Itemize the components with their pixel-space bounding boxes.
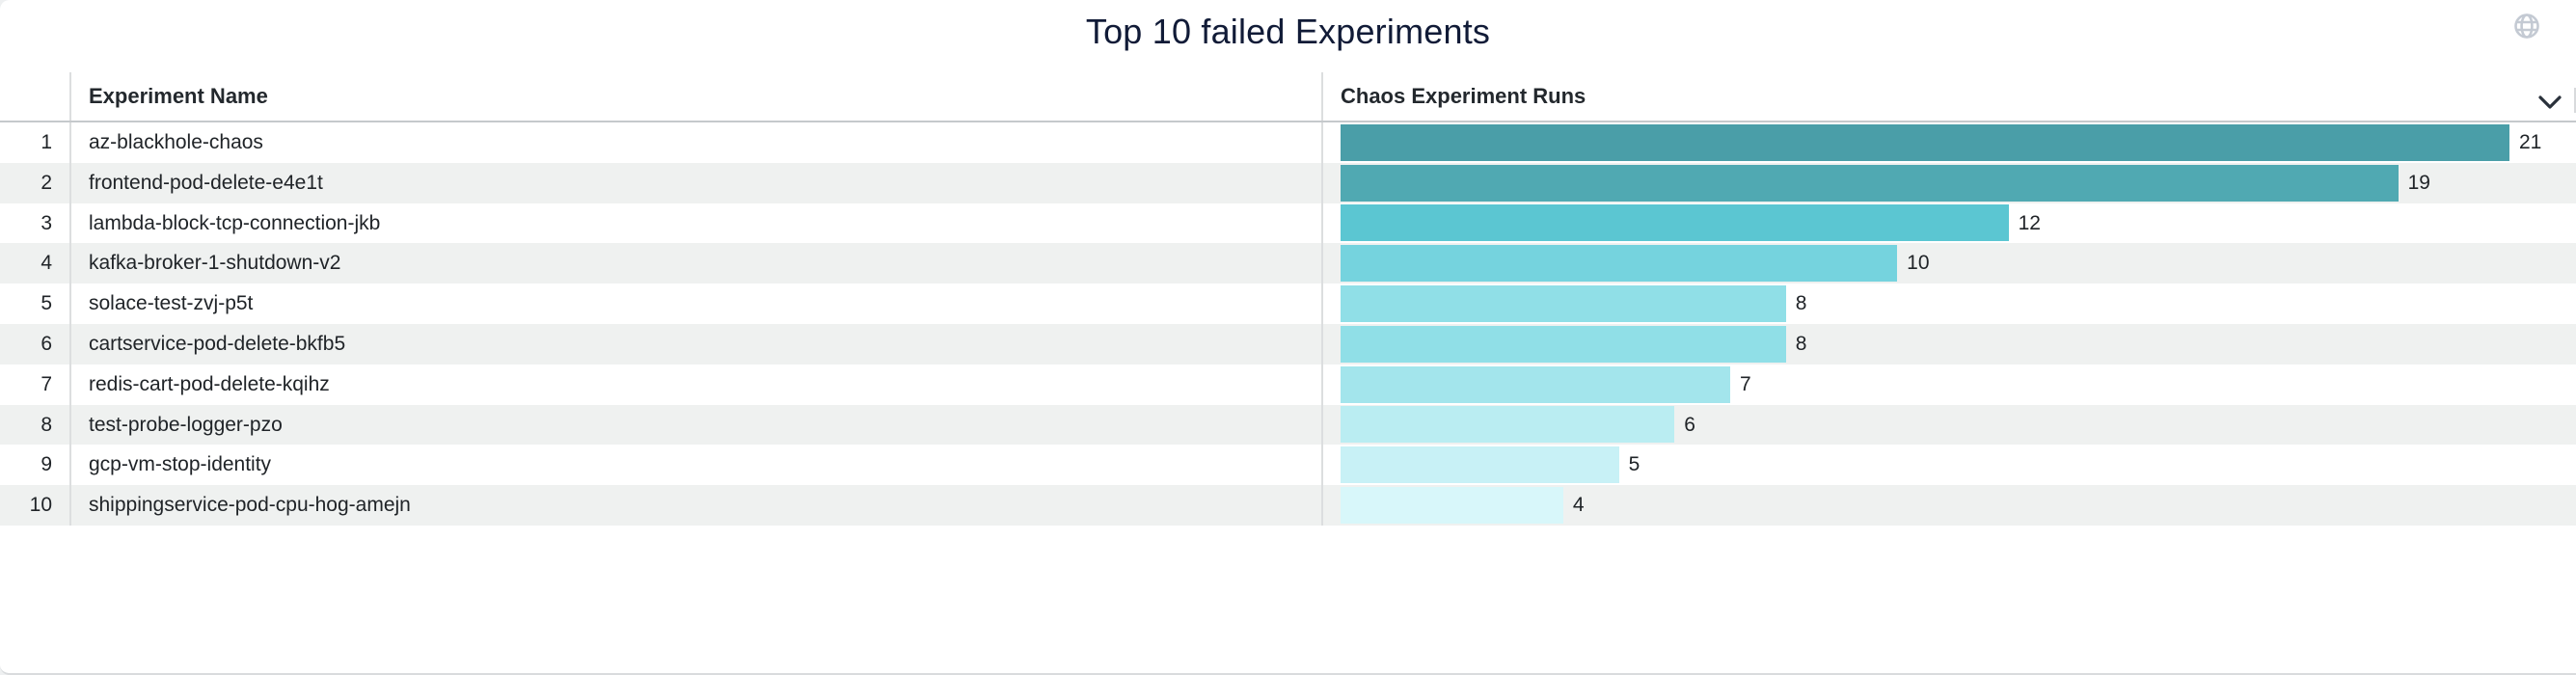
row-rank: 5 (41, 292, 52, 315)
table-row: 8 test-probe-logger-pzo 6 (0, 404, 2576, 446)
runs-bar[interactable] (1341, 204, 2009, 242)
experiment-name[interactable]: redis-cart-pod-delete-kqihz (69, 364, 1321, 405)
widget-title: Top 10 failed Experiments (1085, 12, 1491, 51)
chaos-runs-column-header[interactable]: Chaos Experiment Runs (1321, 72, 2576, 121)
row-rank: 6 (41, 332, 52, 355)
table-row: 10 shippingservice-pod-cpu-hog-amejn 4 (0, 485, 2576, 526)
row-rank: 7 (41, 372, 52, 395)
chevron-down-icon[interactable] (2537, 94, 2562, 111)
experiment-name[interactable]: az-blackhole-chaos (69, 122, 1321, 163)
runs-value-label: 21 (2519, 131, 2542, 153)
experiment-name[interactable]: test-probe-logger-pzo (69, 404, 1321, 446)
runs-value-label: 12 (2018, 211, 2041, 234)
table-header-row: Experiment Name Chaos Experiment Runs (0, 72, 2576, 122)
chaos-runs-column-header-label: Chaos Experiment Runs (1341, 84, 1586, 108)
runs-value-label: 8 (1795, 292, 1807, 315)
runs-bar-cell: 6 (1321, 404, 2576, 446)
runs-bar[interactable] (1341, 446, 1619, 484)
rank-column-header (0, 72, 69, 121)
runs-bar[interactable] (1341, 365, 1730, 403)
runs-bar[interactable] (1341, 487, 1563, 525)
runs-bar-cell: 5 (1321, 445, 2576, 486)
runs-value-label: 19 (2407, 171, 2430, 194)
runs-bar-cell: 8 (1321, 323, 2576, 364)
table-row: 6 cartservice-pod-delete-bkfb5 8 (0, 323, 2576, 364)
runs-bar-cell: 12 (1321, 202, 2576, 244)
table-row: 2 frontend-pod-delete-e4e1t 19 (0, 162, 2576, 203)
row-rank: 3 (41, 211, 52, 234)
table-row: 5 solace-test-zvj-p5t 8 (0, 284, 2576, 324)
widget-title-bar: Top 10 failed Experiments (0, 0, 2576, 72)
experiment-name-column-header[interactable]: Experiment Name (69, 72, 1321, 121)
runs-bar-cell: 21 (1321, 122, 2576, 163)
runs-bar-cell: 8 (1321, 284, 2576, 324)
table-row: 7 redis-cart-pod-delete-kqihz 7 (0, 364, 2576, 405)
runs-value-label: 7 (1740, 372, 1751, 395)
runs-bar-cell: 7 (1321, 364, 2576, 405)
runs-value-label: 10 (1907, 252, 1930, 275)
table-row: 3 lambda-block-tcp-connection-jkb 12 (0, 202, 2576, 244)
runs-bar[interactable] (1341, 164, 2399, 202)
top-failed-experiments-table: Experiment Name Chaos Experiment Runs 1 … (0, 72, 2576, 526)
runs-bar[interactable] (1341, 406, 1675, 444)
globe-icon[interactable] (2513, 13, 2540, 40)
runs-bar-cell: 19 (1321, 162, 2576, 203)
row-rank: 1 (41, 131, 52, 153)
experiment-name[interactable]: shippingservice-pod-cpu-hog-amejn (69, 485, 1321, 526)
runs-value-label: 4 (1572, 494, 1585, 517)
table-row: 1 az-blackhole-chaos 21 (0, 122, 2576, 163)
runs-value-label: 6 (1684, 413, 1695, 436)
runs-value-label: 8 (1795, 332, 1807, 355)
row-rank: 9 (41, 453, 52, 476)
experiment-name[interactable]: frontend-pod-delete-e4e1t (69, 162, 1321, 203)
header-right-divider (2574, 88, 2576, 113)
row-rank: 2 (41, 171, 52, 194)
runs-bar[interactable] (1341, 325, 1786, 363)
runs-bar-cell: 4 (1321, 485, 2576, 526)
experiment-name[interactable]: solace-test-zvj-p5t (69, 284, 1321, 324)
experiment-name[interactable]: gcp-vm-stop-identity (69, 445, 1321, 486)
experiment-name[interactable]: kafka-broker-1-shutdown-v2 (69, 243, 1321, 284)
runs-bar[interactable] (1341, 245, 1898, 283)
row-rank: 4 (41, 252, 52, 275)
row-rank: 10 (29, 494, 52, 517)
runs-bar[interactable] (1341, 285, 1786, 323)
table-row: 9 gcp-vm-stop-identity 5 (0, 445, 2576, 486)
table-row: 4 kafka-broker-1-shutdown-v2 10 (0, 243, 2576, 284)
experiment-name[interactable]: lambda-block-tcp-connection-jkb (69, 202, 1321, 244)
row-rank: 8 (41, 413, 52, 436)
runs-bar[interactable] (1341, 123, 2509, 161)
experiment-name[interactable]: cartservice-pod-delete-bkfb5 (69, 323, 1321, 364)
runs-value-label: 5 (1628, 453, 1641, 476)
runs-bar-cell: 10 (1321, 243, 2576, 284)
table-body: 1 az-blackhole-chaos 21 2 frontend-pod-d… (0, 122, 2576, 526)
